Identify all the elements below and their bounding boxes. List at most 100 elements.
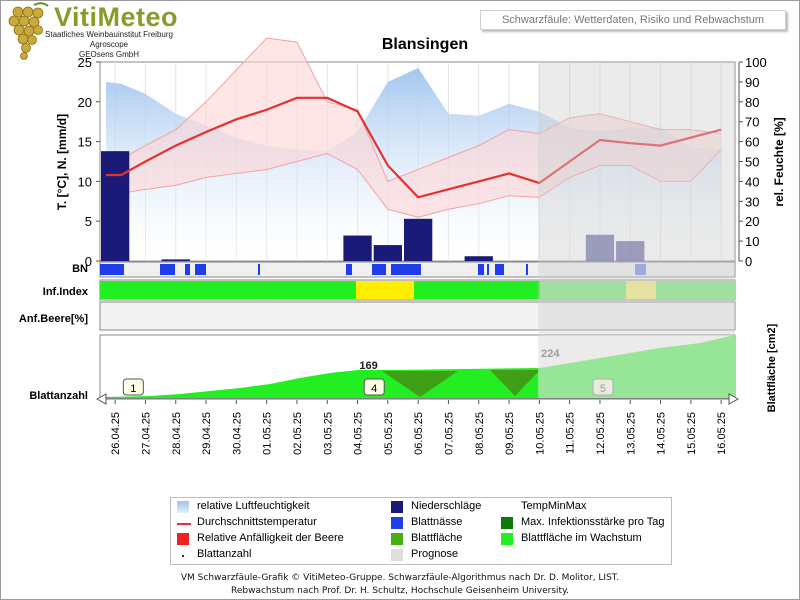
x-tick-label: 14.05.25 bbox=[656, 412, 668, 455]
y-axis-label: T. [°C], N. [mm/d] bbox=[55, 114, 69, 210]
legend-swatch bbox=[177, 501, 189, 513]
leaf-count-label: 1 bbox=[130, 383, 136, 395]
logo: VitiMeteo Staatliches Weinbauinstitut Fr… bbox=[4, 2, 184, 60]
row-label: BN bbox=[72, 263, 88, 275]
row-label: Blattanzahl bbox=[29, 390, 88, 402]
leaf-count-label: 4 bbox=[371, 383, 377, 395]
brand-name: VitiMeteo bbox=[54, 2, 179, 32]
bar-niederschlaege bbox=[373, 245, 402, 261]
bar-niederschlaege bbox=[464, 256, 493, 261]
legend-label: Blattanzahl bbox=[197, 548, 252, 560]
bar-niederschlaege bbox=[101, 151, 130, 261]
x-tick-label: 01.05.25 bbox=[262, 412, 274, 455]
y-tick-label: 15 bbox=[78, 135, 92, 150]
x-axis-arrow-left bbox=[95, 393, 107, 405]
x-axis-arrow-right bbox=[728, 393, 740, 405]
legend-swatch bbox=[501, 533, 513, 545]
y2-tick-label: 20 bbox=[745, 214, 759, 229]
x-tick-label: 16.05.25 bbox=[716, 412, 728, 455]
x-tick-label: 28.04.25 bbox=[171, 412, 183, 455]
y2-tick-label: 50 bbox=[745, 155, 759, 170]
legend-swatch bbox=[177, 523, 191, 525]
bn-bar bbox=[195, 264, 206, 275]
series-tempminmax-band bbox=[106, 38, 722, 218]
leaf-area-axis-label: Blattfläche [cm2] bbox=[766, 323, 778, 412]
y2-tick-label: 30 bbox=[745, 194, 759, 209]
leaf-count-box: 4 bbox=[363, 378, 385, 396]
bn-bar bbox=[478, 264, 484, 275]
leaf-count-box: 5 bbox=[592, 378, 614, 396]
x-tick-label: 30.04.25 bbox=[231, 412, 243, 455]
legend-label: Relative Anfälligkeit der Beere bbox=[197, 532, 344, 544]
x-tick-label: 07.05.25 bbox=[443, 412, 455, 455]
y-tick-label: 10 bbox=[78, 174, 92, 189]
bn-bar bbox=[346, 264, 352, 275]
series-durchschnittstemperatur bbox=[106, 96, 722, 199]
legend-label: Prognose bbox=[411, 548, 459, 560]
x-tick-label: 13.05.25 bbox=[625, 412, 637, 455]
x-tick-label: 03.05.25 bbox=[322, 412, 334, 455]
leaf-count-box: 1 bbox=[122, 378, 144, 396]
x-tick-label: 29.04.25 bbox=[201, 412, 213, 455]
bar-niederschlaege bbox=[161, 259, 190, 261]
leaf-area-annotation: 224 bbox=[541, 348, 560, 360]
legend-swatch bbox=[391, 517, 403, 529]
bn-bar bbox=[185, 264, 190, 275]
bn-bar bbox=[258, 264, 260, 275]
series-relative-luftfeuchtigkeit bbox=[106, 67, 722, 261]
bar-niederschlaege bbox=[585, 234, 615, 261]
x-tick-label: 15.05.25 bbox=[686, 412, 698, 455]
x-tick-label: 10.05.25 bbox=[534, 412, 546, 455]
legend-label: TempMinMax bbox=[521, 500, 587, 512]
x-tick-label: 11.05.25 bbox=[565, 412, 577, 454]
inf-index-segment bbox=[626, 281, 656, 299]
x-tick-label: 05.05.25 bbox=[383, 412, 395, 455]
legend-label: Blattfläche bbox=[411, 532, 463, 544]
forecast-shading bbox=[538, 62, 735, 398]
legend-label: Max. Infektionsstärke pro Tag bbox=[521, 516, 665, 528]
inf-index-segment bbox=[100, 281, 356, 299]
legend-label: relative Luftfeuchtigkeit bbox=[197, 500, 310, 512]
legend-swatch bbox=[501, 517, 513, 529]
x-tick-label: 26.04.25 bbox=[110, 412, 122, 455]
y2-tick-label: 100 bbox=[745, 55, 767, 70]
legend: relative Luftfeuchtigkeit Niederschläge Te… bbox=[170, 497, 672, 565]
y2-tick-label: 70 bbox=[745, 115, 759, 130]
legend-swatch bbox=[391, 549, 403, 561]
institute-line-2: Agroscope bbox=[89, 40, 129, 49]
bn-bar bbox=[391, 264, 421, 275]
footer-line-1: VM Schwarzfäule-Grafik © VitiMeteo-Grupp… bbox=[180, 573, 620, 583]
legend-label: Blattfläche im Wachstum bbox=[521, 532, 642, 544]
leaf-count-rect bbox=[592, 378, 614, 396]
bn-bar bbox=[100, 264, 124, 275]
legend-swatch bbox=[501, 501, 513, 513]
leaf-area-forecast-overlay bbox=[538, 335, 735, 398]
series-tempmax-line bbox=[106, 37, 722, 183]
y2-tick-label: 90 bbox=[745, 75, 759, 90]
legend-label: Niederschläge bbox=[411, 500, 482, 512]
bar-niederschlaege bbox=[343, 235, 372, 261]
y-tick-label: 25 bbox=[78, 55, 92, 70]
x-tick-label: 08.05.25 bbox=[474, 412, 486, 455]
x-tick-label: 27.04.25 bbox=[140, 412, 152, 455]
headline-box: Schwarzfäule: Wetterdaten, Risiko und Re… bbox=[480, 10, 786, 30]
leaf-area-triangle bbox=[490, 370, 540, 396]
leaf-count-label: 5 bbox=[600, 383, 606, 395]
footer-line-2: Rebwachstum nach Prof. Dr. H. Schultz, H… bbox=[231, 586, 569, 596]
legend-label: Durchschnittstemperatur bbox=[197, 516, 317, 528]
y-tick-label: 20 bbox=[78, 95, 92, 110]
y2-axis-label: rel. Feuchte [%] bbox=[772, 117, 786, 206]
anf-beere-row bbox=[99, 301, 736, 331]
y2-tick-label: 10 bbox=[745, 234, 759, 249]
leaf-count-rect bbox=[122, 378, 144, 396]
y-tick-label: 0 bbox=[85, 254, 92, 269]
bn-bar bbox=[372, 264, 386, 275]
institute-line-1: Staatliches Weinbauinstitut Freiburg bbox=[45, 30, 173, 39]
chart-title: Blansingen bbox=[381, 36, 469, 53]
y2-tick-label: 0 bbox=[745, 254, 752, 269]
institute-line-3: GEOsens GmbH bbox=[78, 50, 139, 59]
legend-swatch bbox=[177, 533, 189, 545]
x-tick-label: 02.05.25 bbox=[292, 412, 304, 455]
y2-tick-label: 80 bbox=[745, 95, 759, 110]
